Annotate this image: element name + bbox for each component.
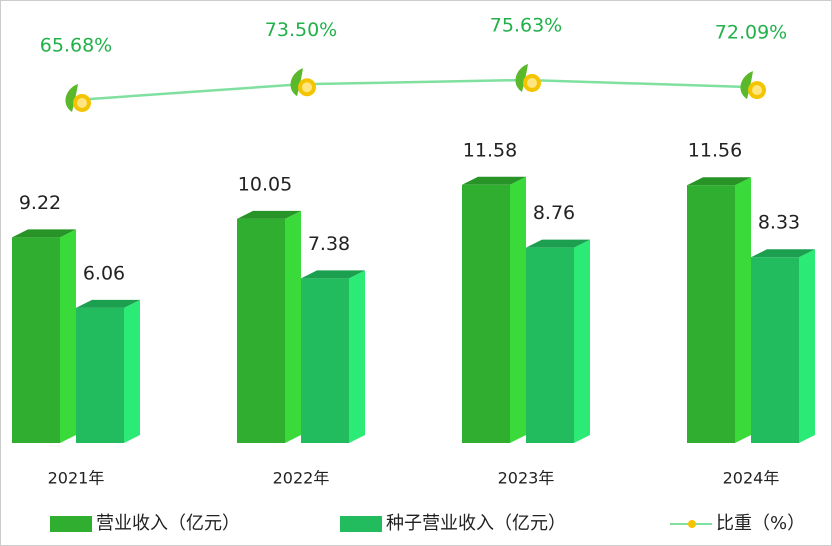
- legend-label: 营业收入（亿元）: [96, 513, 240, 534]
- legend-swatch: [340, 516, 382, 532]
- bar-top: [526, 239, 590, 248]
- value-label: 8.76: [533, 202, 575, 224]
- bar: [687, 177, 751, 443]
- percent-label: 72.09%: [715, 22, 787, 44]
- value-label: 6.06: [83, 262, 125, 284]
- marker-part: [65, 83, 78, 112]
- line-marker: [65, 83, 91, 112]
- marker-part: [77, 97, 87, 108]
- bar-side: [124, 299, 140, 443]
- bar-top: [687, 177, 751, 186]
- marker-part: [515, 63, 528, 92]
- marker-part: [740, 71, 753, 100]
- value-label: 11.58: [463, 139, 517, 161]
- bar-top: [237, 210, 301, 219]
- bar-front: [751, 257, 799, 443]
- bar-side: [510, 176, 526, 444]
- x-tick-label: 2024年: [723, 469, 780, 488]
- bar-top: [301, 270, 365, 279]
- bar-side: [285, 210, 301, 443]
- bar-front: [687, 185, 735, 443]
- value-label: 11.56: [688, 140, 742, 162]
- marker-part: [290, 68, 303, 97]
- bar-front: [301, 278, 349, 443]
- bar: [12, 229, 76, 443]
- marker-part: [302, 82, 312, 93]
- bar-front: [237, 218, 285, 443]
- bar: [301, 270, 365, 443]
- value-label: 8.33: [758, 212, 800, 234]
- line-marker: [740, 71, 766, 100]
- percent-label: 75.63%: [490, 14, 562, 36]
- bar-top: [751, 249, 815, 258]
- x-tick-label: 2021年: [48, 469, 105, 488]
- legend-label: 比重（%）: [716, 513, 805, 534]
- value-label: 9.22: [19, 192, 61, 214]
- bar: [526, 239, 590, 443]
- bar: [237, 210, 301, 443]
- bar-side: [735, 177, 751, 443]
- bar-front: [12, 237, 60, 443]
- bar-side: [60, 229, 76, 443]
- bar: [751, 249, 815, 443]
- line-marker: [515, 63, 541, 92]
- bar-front: [462, 184, 510, 444]
- bar-side: [349, 270, 365, 443]
- legend-swatch: [50, 516, 92, 532]
- x-tick-label: 2022年: [273, 469, 330, 488]
- bar-side: [574, 239, 590, 443]
- x-tick-label: 2023年: [498, 469, 555, 488]
- bar-front: [76, 307, 124, 443]
- bar: [76, 299, 140, 443]
- bar-side: [799, 249, 815, 443]
- marker-part: [752, 85, 762, 96]
- line-marker: [290, 68, 316, 97]
- bar-top: [12, 229, 76, 238]
- value-label: 7.38: [308, 233, 350, 255]
- percent-label: 73.50%: [265, 19, 337, 41]
- marker-part: [527, 77, 537, 88]
- line: [75, 78, 752, 102]
- value-label: 10.05: [238, 173, 292, 195]
- legend-marker: [688, 520, 696, 528]
- percent-label: 65.68%: [40, 34, 112, 56]
- legend-label: 种子营业收入（亿元）: [386, 513, 566, 534]
- bar-top: [462, 176, 526, 185]
- bar-top: [76, 299, 140, 308]
- bar-front: [526, 247, 574, 443]
- bar: [462, 176, 526, 444]
